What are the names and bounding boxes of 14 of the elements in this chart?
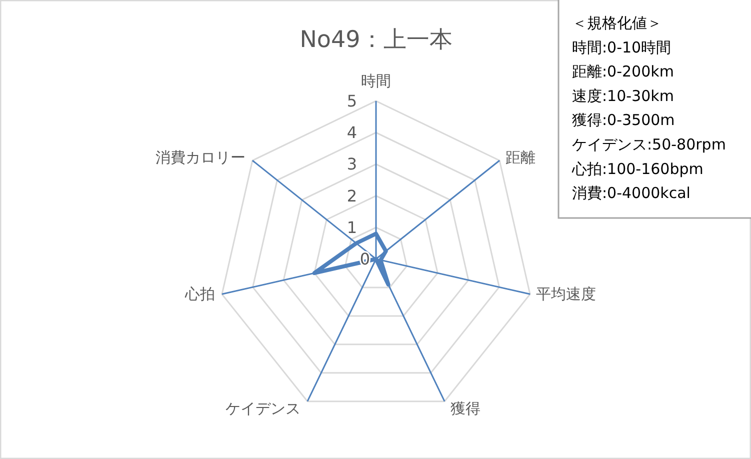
spoke-label: 平均速度 (536, 285, 596, 304)
y-tick-label: 2 (346, 186, 357, 206)
spoke-label: 心拍 (184, 285, 215, 304)
title: No49：上一本 (300, 27, 452, 53)
y-tick-label: 1 (346, 218, 357, 237)
y-tick-label: 4 (346, 123, 357, 142)
spoke-label: 獲得 (450, 399, 481, 418)
spoke-label: 時間 (361, 72, 391, 90)
spoke-label: 消費カロリー (155, 148, 246, 166)
spoke-label: ケイデンス (225, 399, 300, 418)
note-box: ＜規格化値＞ 時間:0-10時間 距離:0-200km 速度:10-30km 獲得:0-3500m ケイデンス:50-80rpm 心拍:100-160bpm 消費:0-4000kcal (558, 0, 751, 219)
y-tick-label: 5 (346, 92, 357, 110)
y-tick-label: 3 (346, 154, 357, 174)
spoke-label: 距離 (506, 148, 536, 166)
